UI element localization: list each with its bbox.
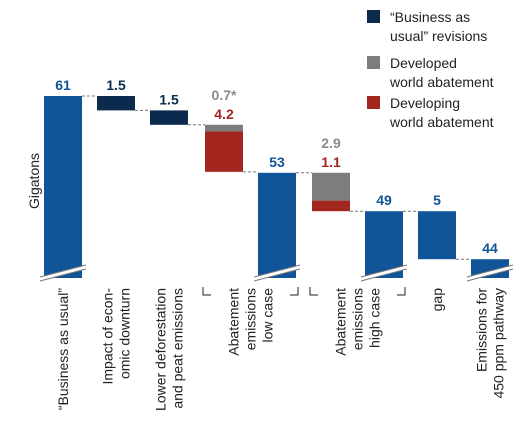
bracket-left [309,287,318,296]
axis-break-line [466,268,514,282]
axis-breaks [39,264,514,282]
category-label-omic-downturn: omic downturn [117,288,133,379]
value-labels: 61 1.5 1.5 0.7* 4.2 53 2.9 1.1 49 5 44 [55,77,498,256]
bar-abatement_high-developing [312,200,350,212]
value-label-deforestation: 1.5 [159,91,179,107]
bar-abatement_low-developing [205,131,243,172]
axis-break-low_case [254,265,300,281]
bar-low_case [258,172,296,278]
bar-high_case [365,211,403,278]
category-label-business-as-usual: “Business as usual” [55,288,71,411]
category-label-high-case: high case [367,288,383,348]
axis-break-line [253,264,301,278]
category-labels: “Business as usual” Impact of econ-omic d… [55,288,507,411]
axis-break-line [39,264,87,278]
value-label-gap: 5 [433,192,441,208]
axis-break-pathway [467,265,513,281]
legend: “Business as usual” revisions Developed wor… [367,9,494,130]
value-label-high_case: 49 [376,192,392,208]
legend-label: Developed [390,55,457,71]
category-label-emissions: emissions [350,288,366,350]
axis-break-line [360,264,408,278]
y-axis-label: Gigatons [26,153,42,209]
category-label-abatement: Abatement [333,288,349,356]
bar-bau [44,96,82,278]
bar-deforestation [150,110,188,125]
value-label-abatement_high-developed: 2.9 [321,135,341,151]
category-label-impact-of-econ: Impact of econ- [100,288,116,385]
category-label-low-case: low case [260,288,276,343]
category-label-emissions: emissions [243,288,259,350]
bar-abatement_low-developed [205,124,243,132]
axis-break-line [39,268,87,282]
category-label-gap: gap [429,288,445,312]
axis-break-high_case [361,265,407,281]
bar-gap [418,211,456,260]
value-label-bau: 61 [55,77,71,93]
bar-abatement_high-developed [312,172,350,201]
value-label-pathway: 44 [482,240,498,256]
bracket-right [397,287,406,296]
legend-swatch-bau_revision [367,10,380,23]
category-brackets [202,287,406,296]
category-label-lower-deforestation: Lower deforestation [153,288,169,411]
legend-label: “Business as [390,9,470,25]
legend-label: Developing [390,95,460,111]
connectors [82,95,471,260]
category-label-emissions-for: Emissions for [474,288,490,372]
category-label-450-ppm-pathway: 450 ppm pathway [491,288,507,399]
legend-label: world abatement [389,74,494,90]
axis-break-bau [40,265,86,281]
value-label-abatement_high-developing: 1.1 [321,154,341,170]
value-label-downturn: 1.5 [106,77,126,93]
legend-label: usual” revisions [390,28,487,44]
legend-label: world abatement [389,114,494,130]
axis-break-line [360,268,408,282]
value-label-abatement_low-developed: 0.7* [212,87,237,103]
bracket-left [202,287,211,296]
bracket-right [290,287,299,296]
category-label-abatement: Abatement [226,288,242,356]
legend-swatch-developed [367,56,380,69]
legend-swatch-developing [367,96,380,109]
axis-break-line [253,268,301,282]
bars [44,96,509,278]
category-label-and-peat-emissions: and peat emissions [170,288,186,409]
value-label-abatement_low-developing: 4.2 [214,106,234,122]
bar-downturn [97,96,135,111]
value-label-low_case: 53 [269,154,285,170]
axis-break-line [466,264,514,278]
